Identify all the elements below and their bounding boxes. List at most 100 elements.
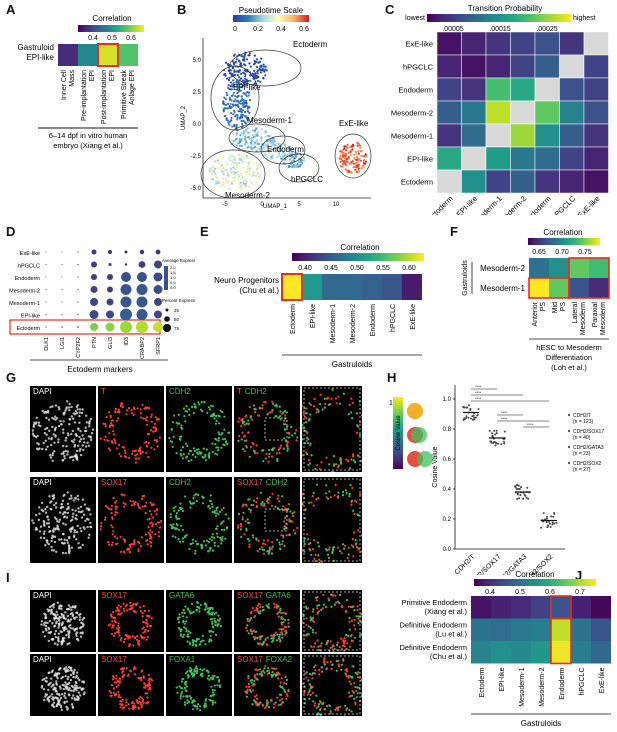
signal-dot [199,452,202,455]
signal-dot [110,614,113,617]
umap-point [211,173,214,176]
signal-dot [259,606,262,609]
signal-dot [203,540,206,543]
umap-point [244,105,247,108]
nucleus [57,632,60,635]
heatmap-cell [436,31,462,56]
dot [77,263,79,266]
signal-dot [144,686,147,689]
umap-point [240,99,243,102]
signal-dot [253,680,256,683]
signal-dot [280,623,284,626]
umap-point [224,98,227,101]
nucleus [63,637,66,640]
dot [77,288,79,291]
signal-dot [276,696,279,699]
signal-dot [315,483,319,486]
signal-dot [328,599,331,602]
data-point [462,419,465,421]
nucleus [57,639,60,642]
row-label: ExE-like [405,40,433,49]
signal-dot [214,514,218,517]
signal-dot [304,429,307,432]
umap-point [256,58,259,61]
signal-dot [180,524,183,527]
umap-point [266,143,269,147]
umap-point [221,170,224,173]
signal-dot [209,547,212,550]
umap-point [241,55,244,58]
nucleus [68,642,71,645]
signal-dot [350,710,353,713]
signal-dot [276,633,279,636]
nucleus [51,529,55,532]
umap-point [241,58,245,62]
nucleus [47,518,50,521]
umap-point [257,69,260,72]
signal-dot [250,681,253,684]
nucleus [67,636,71,639]
signal-dot [210,535,214,539]
signal-dot [118,693,121,696]
signal-dot [336,495,339,498]
umap-point [354,150,357,153]
signal-dot [118,443,121,446]
nucleus [46,539,49,543]
signal-dot [273,667,276,670]
signal-dot [318,467,321,471]
signal-dot [137,642,140,645]
dot [91,274,97,280]
signal-dot [143,630,146,633]
signal-dot [221,535,224,538]
heatmap-cell [591,596,611,619]
colorbar-title: Transition Probability [468,4,542,13]
signal-dot [215,532,218,535]
signal-dot [148,533,152,536]
data-point [524,494,527,497]
signal-dot [181,446,185,449]
signal-dot [278,633,281,636]
signal-dot [318,610,321,613]
umap-point [344,157,347,160]
signal-dot [285,682,288,685]
signal-dot [147,531,150,534]
nucleus [78,679,81,682]
signal-dot [116,410,119,413]
nucleus [38,530,42,533]
signal-dot [252,499,255,502]
nucleus [65,539,69,542]
channel-label: SOX17 [101,655,130,664]
signal-dot [154,429,157,433]
umap-point [222,108,225,112]
signal-dot [309,462,312,465]
dot [120,296,132,308]
signal-dot [147,688,150,691]
dot [108,263,112,266]
dot [137,272,147,282]
signal-dot [355,696,358,699]
signal-dot [183,611,186,614]
heatmap-cell [583,31,609,56]
umap-point [289,147,292,150]
signal-dot [213,544,216,547]
caption-line: Differentiation [546,353,592,362]
signal-dot [185,620,188,623]
dot [77,251,79,253]
signal-dot [148,682,151,685]
data-point [517,488,520,491]
signal-dot [319,393,322,396]
nucleus [75,405,79,409]
nucleus [82,616,86,620]
nucleus [46,505,49,509]
micrograph-image [302,387,362,472]
panel-label-j: J [575,568,583,583]
signal-dot [287,622,290,625]
nucleus [60,643,63,646]
signal-dot [250,616,253,620]
nucleus [68,402,71,406]
nucleus [45,676,48,680]
nucleus [61,459,65,462]
nucleus [68,625,71,628]
signal-dot [209,634,212,637]
umap-point [340,157,343,161]
